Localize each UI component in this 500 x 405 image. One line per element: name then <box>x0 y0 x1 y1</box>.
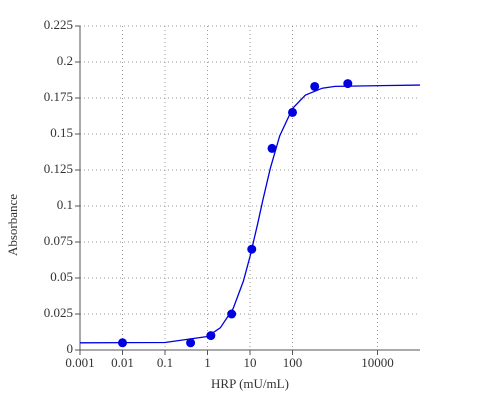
y-tick-label: 0.15 <box>50 125 73 140</box>
y-tick-label: 0.075 <box>44 233 73 248</box>
data-point <box>186 338 196 348</box>
data-point <box>267 143 277 153</box>
data-point <box>288 107 297 117</box>
x-tick-label: 10 <box>244 355 257 370</box>
x-tick-label: 100 <box>283 355 303 370</box>
data-point <box>310 81 320 91</box>
x-tick-label: 0.001 <box>65 355 94 370</box>
y-tick-label: 0.025 <box>44 305 73 320</box>
data-point <box>227 309 237 319</box>
fit-line <box>79 84 421 344</box>
x-tick-label: 10000 <box>361 355 394 370</box>
x-axis-label: HRP (mU/mL) <box>211 376 289 391</box>
y-tick-label: 0.2 <box>57 53 73 68</box>
y-axis-label: Absorbance <box>5 194 20 256</box>
y-tick-label: 0.225 <box>44 17 73 32</box>
y-tick-label: 0.175 <box>44 89 73 104</box>
x-tick-label: 1 <box>204 355 211 370</box>
y-tick-label: 0.05 <box>50 269 73 284</box>
x-tick-label: 0.01 <box>111 355 134 370</box>
data-point <box>118 338 127 348</box>
data-point <box>206 331 216 341</box>
y-tick-label: 0.1 <box>57 197 73 212</box>
data-point <box>247 244 257 254</box>
y-tick-label: 0 <box>67 341 74 356</box>
y-tick-label: 0.125 <box>44 161 73 176</box>
data-point <box>343 79 353 89</box>
x-tick-label: 0.1 <box>157 355 173 370</box>
